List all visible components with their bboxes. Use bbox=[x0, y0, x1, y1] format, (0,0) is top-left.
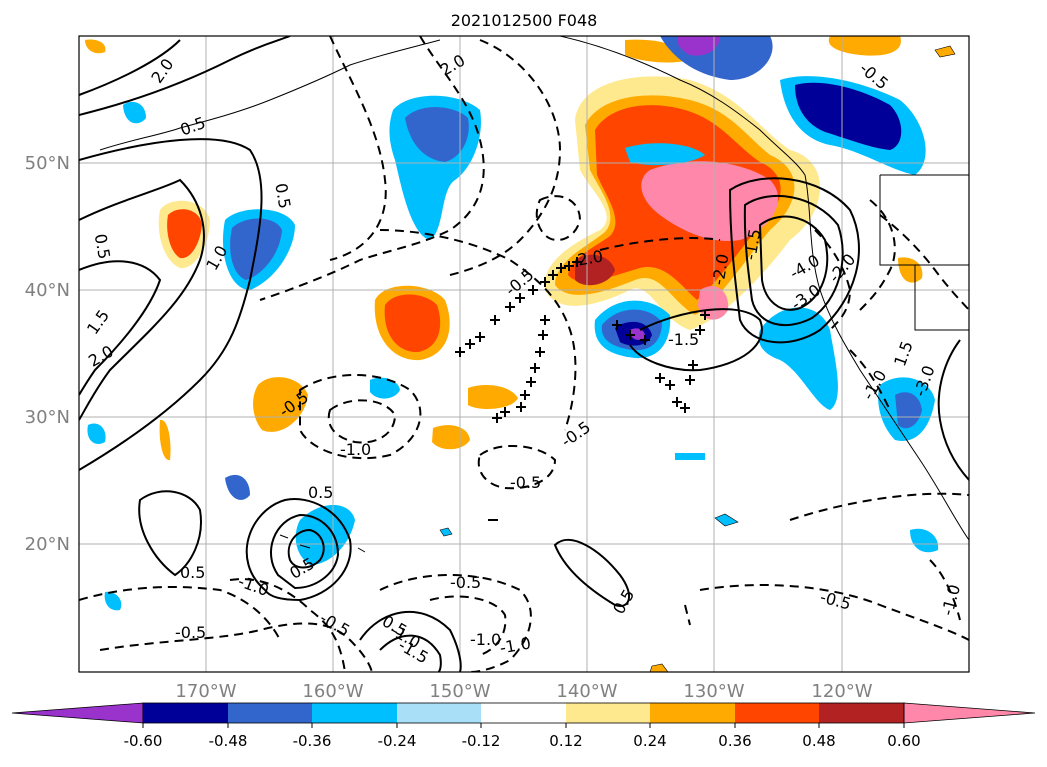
colorbar-bin bbox=[650, 703, 735, 723]
gridlines bbox=[79, 36, 969, 672]
lat-label: 30°N bbox=[25, 407, 70, 428]
lon-label: 120°W bbox=[811, 681, 872, 702]
colorbar-bin bbox=[312, 703, 397, 723]
contour-label: 0.5 bbox=[271, 182, 294, 210]
colorbar-bin bbox=[566, 703, 650, 723]
colorbar-extend-low bbox=[11, 702, 144, 724]
contour-label: 0.5 bbox=[308, 483, 333, 502]
lat-label: 20°N bbox=[25, 534, 70, 555]
colorbar-tick-label: -0.24 bbox=[378, 732, 417, 750]
colorbar-tick-label: 0.24 bbox=[633, 732, 666, 750]
colorbar-tick-label: -0.36 bbox=[293, 732, 332, 750]
colorbar-bin bbox=[819, 703, 904, 723]
contour-lines bbox=[79, 36, 969, 672]
colorbar-bin bbox=[228, 703, 312, 723]
contour-label: -1.0 bbox=[340, 440, 371, 459]
colorbar-tick-label: 0.60 bbox=[887, 732, 920, 750]
lat-label: 50°N bbox=[25, 153, 70, 174]
longitude-labels: 170°W 160°W 150°W 140°W 130°W 120°W bbox=[175, 681, 872, 702]
lon-label: 160°W bbox=[302, 681, 363, 702]
contour-label: -0.5 bbox=[450, 573, 481, 592]
lon-label: 170°W bbox=[175, 681, 236, 702]
lon-label: 130°W bbox=[683, 681, 744, 702]
colorbar-tick-label: -0.60 bbox=[124, 732, 163, 750]
colorbar-tick-label: -0.48 bbox=[209, 732, 248, 750]
map-title: 2021012500 F048 bbox=[451, 11, 598, 30]
colorbar-bin bbox=[397, 703, 481, 723]
crosses bbox=[455, 257, 710, 423]
map-panel: 2.0 0.5 0.5 1.0 1.5 2.0 0.5 0.5 -0.5 -1.… bbox=[79, 36, 969, 672]
contour-label: -1.5 bbox=[668, 330, 699, 349]
positive-anomaly-max bbox=[641, 161, 779, 241]
contour-label: 0.5 bbox=[91, 232, 114, 260]
colorbar-tick-label: 0.36 bbox=[718, 732, 751, 750]
lon-label: 140°W bbox=[556, 681, 617, 702]
latitude-labels: 50°N 40°N 30°N 20°N bbox=[25, 153, 70, 555]
map-frame bbox=[78, 35, 970, 673]
colorbar-tick-label: 0.48 bbox=[802, 732, 835, 750]
colorbar-bin bbox=[481, 703, 566, 723]
contour-label: -1.0 bbox=[470, 630, 501, 649]
contour-lines-negative bbox=[79, 36, 969, 672]
contour-label: -0.5 bbox=[175, 623, 206, 642]
colorbar-tick-label: -0.12 bbox=[462, 732, 501, 750]
contour-label: 0.5 bbox=[180, 563, 205, 582]
colorbar-tick-label: 0.12 bbox=[549, 732, 582, 750]
colorbar: -0.60 -0.48 -0.36 -0.24 -0.12 0.12 0.24 … bbox=[11, 702, 1036, 750]
colorbar-extend-high bbox=[903, 702, 1036, 724]
small-markers bbox=[439, 45, 956, 672]
contour-label: -0.5 bbox=[510, 473, 541, 492]
colorbar-bin bbox=[143, 703, 228, 723]
colorbar-bin bbox=[735, 703, 819, 723]
lon-label: 150°W bbox=[429, 681, 490, 702]
coastlines bbox=[99, 36, 969, 553]
lat-label: 40°N bbox=[25, 280, 70, 301]
